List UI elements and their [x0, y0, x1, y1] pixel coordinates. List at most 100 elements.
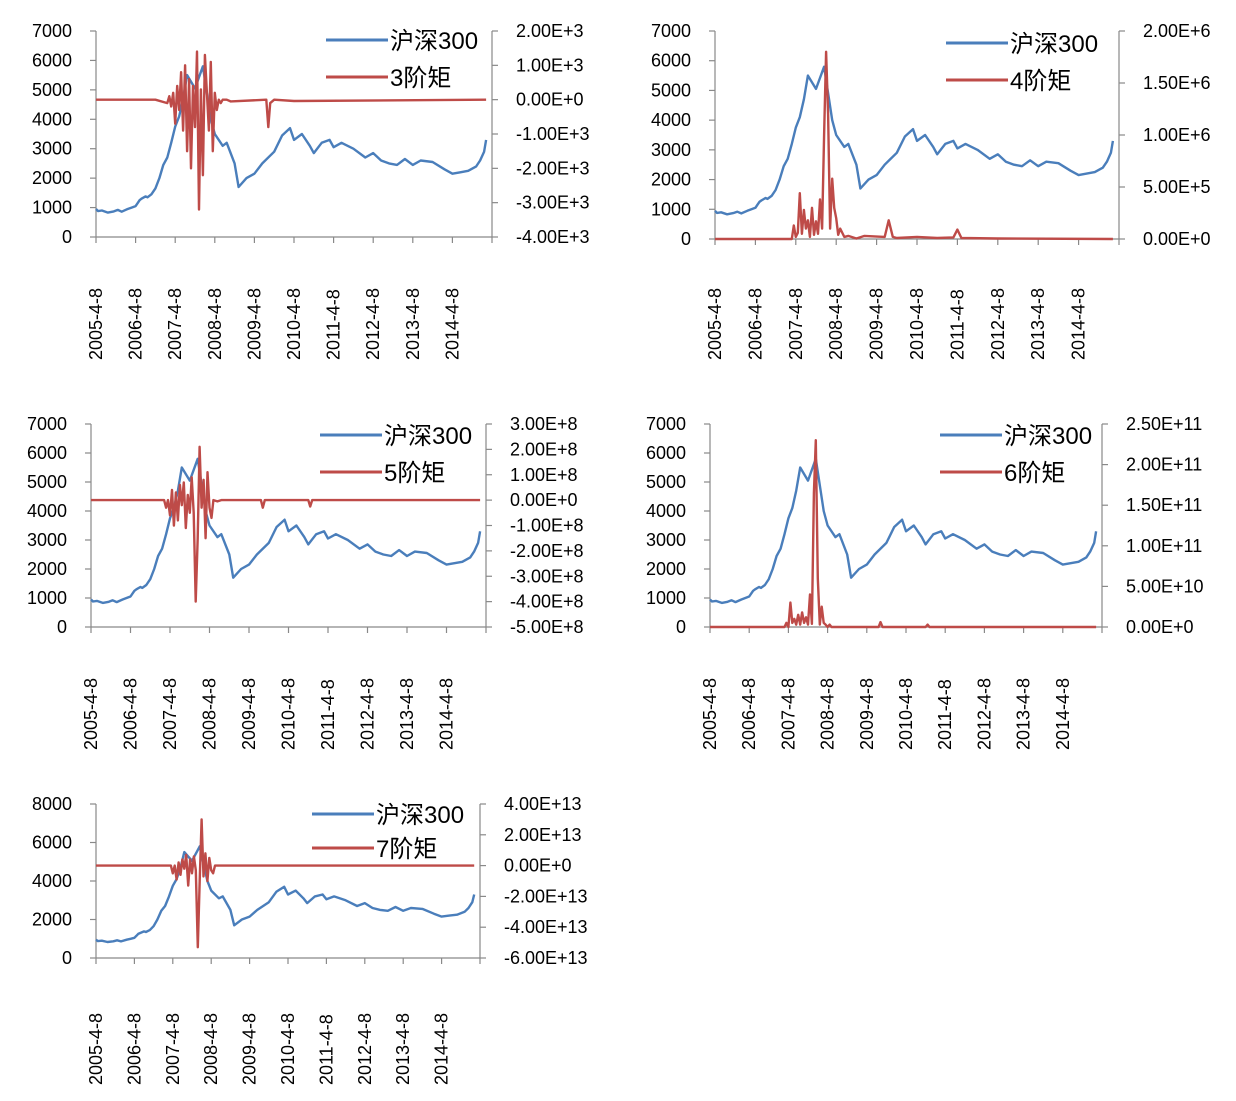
right-tick-label: 1.00E+8 — [510, 465, 578, 485]
x-tick-label: 2012-4-8 — [363, 288, 383, 360]
x-tick-label: 2011-4-8 — [947, 289, 967, 360]
legend-label-moment: 7阶矩 — [376, 836, 437, 863]
series-line-csi300 — [95, 65, 488, 214]
x-tick-label: 2010-4-8 — [279, 678, 299, 750]
left-tick-label: 1000 — [27, 588, 67, 608]
right-tick-label: 2.00E+11 — [1126, 455, 1202, 475]
right-tick-label: 0.00E+0 — [510, 490, 578, 510]
legend-label-moment: 3阶矩 — [390, 65, 451, 92]
series-line-moment — [96, 50, 487, 211]
legend-label-csi300: 沪深300 — [1004, 423, 1092, 450]
x-tick-label: 2013-4-8 — [403, 288, 423, 360]
x-tick-label: 2010-4-8 — [278, 1013, 298, 1085]
right-tick-label: -3.00E+8 — [510, 566, 584, 586]
x-tick-label: 2013-4-8 — [1028, 288, 1048, 360]
chart-7: 0 2000 4000 6000 8000 -6.00E+13 -4.00E+13 -2.00… — [32, 794, 588, 1085]
x-tick-label: 2006-4-8 — [121, 678, 141, 750]
x-tick-label: 2012-4-8 — [974, 678, 994, 750]
chart-6: 0 1000 2000 3000 4000 5000 6000 7000 0.00E+0 5.00… — [646, 414, 1204, 750]
left-tick-label: 5000 — [646, 472, 686, 492]
series-line-csi300 — [709, 457, 1098, 605]
left-tick-label: 4000 — [27, 501, 67, 521]
right-tick-label: 5.00E+5 — [1143, 177, 1211, 197]
x-tick-label: 2005-4-8 — [86, 1013, 106, 1085]
x-tick-label: 2011-4-8 — [935, 679, 955, 750]
left-tick-label: 8000 — [32, 794, 72, 814]
left-tick-label: 3000 — [651, 140, 691, 160]
left-tick-label: 4000 — [646, 501, 686, 521]
left-tick-label: 0 — [62, 948, 72, 968]
left-tick-label: 7000 — [27, 414, 67, 434]
left-tick-label: 0 — [57, 617, 67, 637]
x-tick-label: 2009-4-8 — [239, 678, 259, 750]
x-tick-label: 2008-4-8 — [200, 678, 220, 750]
x-tick-label: 2009-4-8 — [867, 288, 887, 360]
x-tick-label: 2014-4-8 — [442, 288, 462, 360]
right-tick-label: 2.00E+3 — [516, 21, 584, 41]
legend-label-csi300: 沪深300 — [376, 802, 464, 829]
right-tick-label: 2.00E+13 — [504, 825, 582, 845]
x-tick-label: 2012-4-8 — [358, 678, 378, 750]
left-tick-label: 4000 — [32, 109, 72, 129]
right-tick-label: -2.00E+3 — [516, 158, 590, 178]
chart-3: 0 1000 2000 3000 4000 5000 6000 7000 -4.00E+3 -3.… — [32, 21, 590, 360]
right-tick-label: 1.50E+11 — [1126, 495, 1202, 515]
x-tick-label: 2012-4-8 — [988, 288, 1008, 360]
series-line-moment — [96, 818, 475, 949]
right-tick-label: -4.00E+8 — [510, 592, 584, 612]
x-tick-label: 2010-4-8 — [907, 288, 927, 360]
right-tick-label: -3.00E+3 — [516, 193, 590, 213]
x-tick-label: 2013-4-8 — [397, 678, 417, 750]
left-tick-label: 2000 — [32, 910, 72, 930]
series-line-csi300 — [714, 65, 1115, 216]
x-tick-label: 2006-4-8 — [745, 288, 765, 360]
right-tick-label: 1.00E+3 — [516, 55, 584, 75]
left-tick-label: 2000 — [27, 559, 67, 579]
legend-label-csi300: 沪深300 — [384, 423, 472, 450]
series-line-csi300 — [90, 457, 482, 605]
left-tick-label: 3000 — [27, 530, 67, 550]
chart-5: 0 1000 2000 3000 4000 5000 6000 7000 -5.00E+8 -4.… — [27, 414, 584, 750]
x-tick-label: 2008-4-8 — [201, 1013, 221, 1085]
right-tick-label: 0.00E+0 — [504, 856, 572, 876]
right-tick-label: -2.00E+8 — [510, 541, 584, 561]
right-tick-label: 1.00E+11 — [1126, 536, 1202, 556]
x-tick-label: 2013-4-8 — [1014, 678, 1034, 750]
left-tick-label: 2000 — [32, 168, 72, 188]
left-tick-label: 0 — [676, 617, 686, 637]
right-tick-label: 2.00E+6 — [1143, 21, 1211, 41]
right-tick-label: -5.00E+8 — [510, 617, 584, 637]
series-line-moment — [91, 445, 481, 603]
left-tick-label: 4000 — [32, 871, 72, 891]
legend-label-csi300: 沪深300 — [1010, 31, 1098, 58]
x-tick-label: 2012-4-8 — [355, 1013, 375, 1085]
left-tick-label: 2000 — [651, 170, 691, 190]
x-tick-label: 2014-4-8 — [1053, 678, 1073, 750]
left-tick-label: 4000 — [651, 110, 691, 130]
x-tick-label: 2014-4-8 — [1069, 288, 1089, 360]
right-tick-label: -1.00E+3 — [516, 124, 590, 144]
legend-label-moment: 6阶矩 — [1004, 460, 1065, 487]
x-tick-label: 2006-4-8 — [739, 678, 759, 750]
x-tick-label: 2005-4-8 — [705, 288, 725, 360]
left-tick-label: 1000 — [651, 199, 691, 219]
left-tick-label: 5000 — [32, 80, 72, 100]
x-tick-label: 2013-4-8 — [393, 1013, 413, 1085]
x-tick-label: 2009-4-8 — [240, 1013, 260, 1085]
x-tick-label: 2008-4-8 — [826, 288, 846, 360]
left-tick-label: 7000 — [646, 414, 686, 434]
x-tick-label: 2006-4-8 — [126, 288, 146, 360]
left-tick-label: 6000 — [32, 833, 72, 853]
right-tick-label: 0.00E+0 — [516, 90, 584, 110]
left-tick-label: 7000 — [32, 21, 72, 41]
series-line-moment — [715, 50, 1113, 241]
right-tick-label: -4.00E+3 — [516, 227, 590, 247]
x-tick-label: 2005-4-8 — [86, 288, 106, 360]
right-tick-label: -1.00E+8 — [510, 516, 584, 536]
x-tick-label: 2008-4-8 — [205, 288, 225, 360]
x-tick-label: 2006-4-8 — [124, 1013, 144, 1085]
x-tick-label: 2007-4-8 — [786, 288, 806, 360]
x-tick-label: 2007-4-8 — [160, 678, 180, 750]
left-tick-label: 6000 — [646, 443, 686, 463]
right-tick-label: -2.00E+13 — [504, 886, 588, 906]
